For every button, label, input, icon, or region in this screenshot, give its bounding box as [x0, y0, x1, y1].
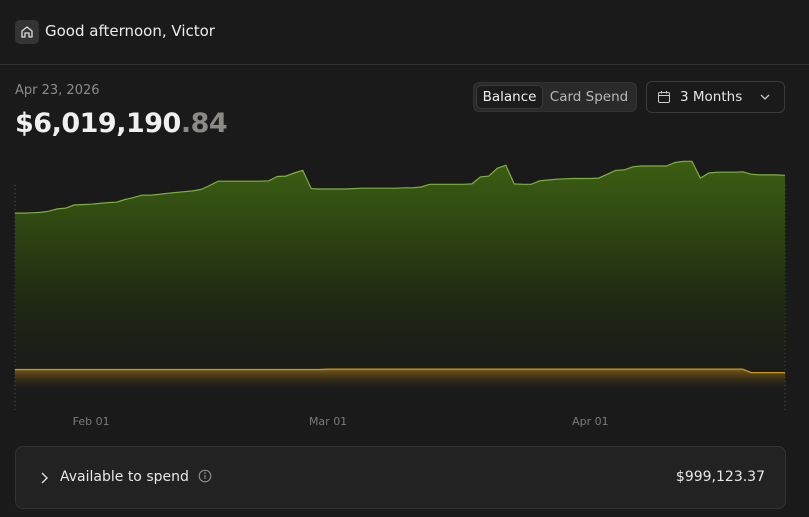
area-line: [15, 368, 785, 374]
x-tick-label: Apr 01: [572, 415, 609, 428]
date: Apr 23, 2026: [15, 83, 100, 98]
chevron-down: [760, 94, 770, 100]
home-icon: [21, 26, 33, 38]
header: Good afternoon, Victor: [0, 0, 809, 65]
chart: Feb 01 Mar 01 Apr 01: [14, 160, 786, 428]
area-line: [15, 160, 786, 214]
calendar-icon: [658, 91, 670, 103]
tab-card-spend[interactable]: Card Spend: [549, 89, 629, 105]
greeting: Good afternoon, Victor: [45, 22, 215, 40]
view-toggle: Balance Card Spend: [473, 82, 637, 112]
range-dropdown[interactable]: 3 Months: [646, 81, 785, 113]
available-row[interactable]: Available to spend $999,123.37: [15, 446, 786, 509]
x-tick-label: Mar 01: [309, 415, 347, 428]
balance-whole: $6,019,190: [15, 108, 181, 139]
area-fill: [15, 369, 785, 392]
chevron-right: [41, 472, 48, 484]
balance-cents: .84: [180, 108, 228, 139]
balance: $6,019,190.84: [15, 108, 228, 139]
available-text: Available to spend: [60, 469, 189, 485]
home-button[interactable]: [15, 20, 39, 44]
range-label: 3 Months: [680, 89, 743, 105]
available-amount: $999,123.37: [675, 469, 765, 485]
x-tick-label: Feb 01: [73, 415, 110, 428]
available-label: Available to spend: [60, 469, 212, 485]
info-icon[interactable]: [198, 469, 212, 483]
area-fill: [15, 161, 785, 410]
tab-balance[interactable]: Balance: [476, 85, 543, 109]
